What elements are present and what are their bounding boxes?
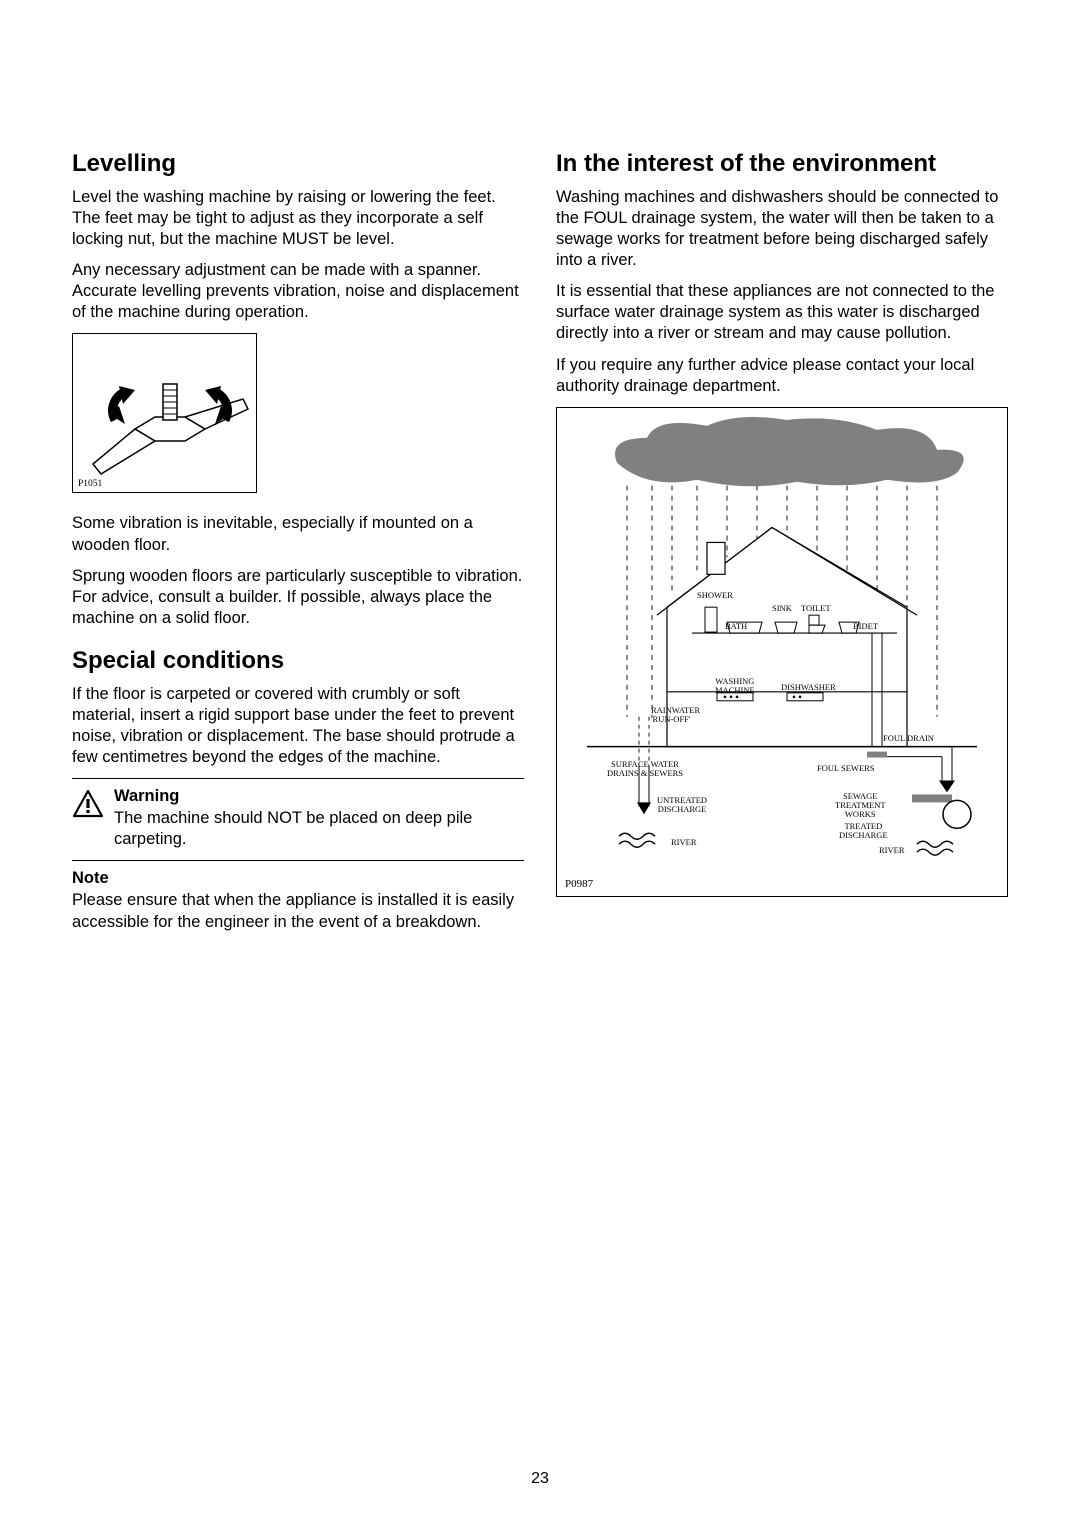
levelling-heading: Levelling xyxy=(72,150,524,179)
note-label: Note xyxy=(72,869,524,888)
lbl-dish: DISHWASHER xyxy=(781,683,836,692)
fig1-label: P1051 xyxy=(78,479,102,489)
lbl-sink: SINK xyxy=(772,604,792,613)
environment-heading: In the interest of the environment xyxy=(556,150,1008,179)
lbl-sewage: SEWAGE TREATMENT WORKS xyxy=(835,792,886,819)
lbl-rain: RAINWATER 'RUN-OFF' xyxy=(651,706,700,724)
special-heading: Special conditions xyxy=(72,647,524,676)
lbl-bath: BATH xyxy=(725,622,747,631)
figure-spanner: P1051 xyxy=(72,333,257,493)
drainage-svg xyxy=(557,408,1007,896)
fig2-label: P0987 xyxy=(565,878,593,890)
lbl-treated: TREATED DISCHARGE xyxy=(839,822,888,840)
figure-drainage: SHOWER SINK TOILET BATH BIDET WASHING MA… xyxy=(556,407,1008,897)
spanner-svg xyxy=(73,334,258,494)
lbl-foulsewers: FOUL SEWERS xyxy=(817,764,875,773)
divider-bottom xyxy=(72,860,524,861)
env-p3: If you require any further advice please… xyxy=(556,355,1008,397)
lbl-washing: WASHING MACHINE xyxy=(715,677,755,695)
warning-icon xyxy=(72,789,104,819)
left-column: Levelling Level the washing machine by r… xyxy=(72,150,524,943)
lbl-surface: SURFACE WATER DRAINS & SEWERS xyxy=(607,760,683,778)
levelling-p3: Some vibration is inevitable, especially… xyxy=(72,513,524,555)
warning-label: Warning xyxy=(114,787,524,806)
page-number: 23 xyxy=(0,1470,1080,1488)
lbl-shower: SHOWER xyxy=(697,591,733,600)
right-column: In the interest of the environment Washi… xyxy=(556,150,1008,943)
env-p2: It is essential that these appliances ar… xyxy=(556,281,1008,344)
special-p5: If the floor is carpeted or covered with… xyxy=(72,684,524,768)
lbl-toilet: TOILET xyxy=(801,604,831,613)
levelling-p1: Level the washing machine by raising or … xyxy=(72,187,524,250)
warning-text: The machine should NOT be placed on deep… xyxy=(114,809,472,848)
env-p1: Washing machines and dishwashers should … xyxy=(556,187,1008,271)
lbl-river2: RIVER xyxy=(879,846,905,855)
note-text: Please ensure that when the appliance is… xyxy=(72,890,524,932)
levelling-p2: Any necessary adjustment can be made wit… xyxy=(72,260,524,323)
lbl-bidet: BIDET xyxy=(853,622,878,631)
levelling-p4: Sprung wooden floors are particularly su… xyxy=(72,566,524,629)
lbl-river1: RIVER xyxy=(671,838,697,847)
lbl-fouldrain: FOUL DRAIN xyxy=(883,734,934,743)
lbl-untreated: UNTREATED DISCHARGE xyxy=(657,796,707,814)
divider-top xyxy=(72,778,524,779)
warning-block: Warning The machine should NOT be placed… xyxy=(72,787,524,850)
